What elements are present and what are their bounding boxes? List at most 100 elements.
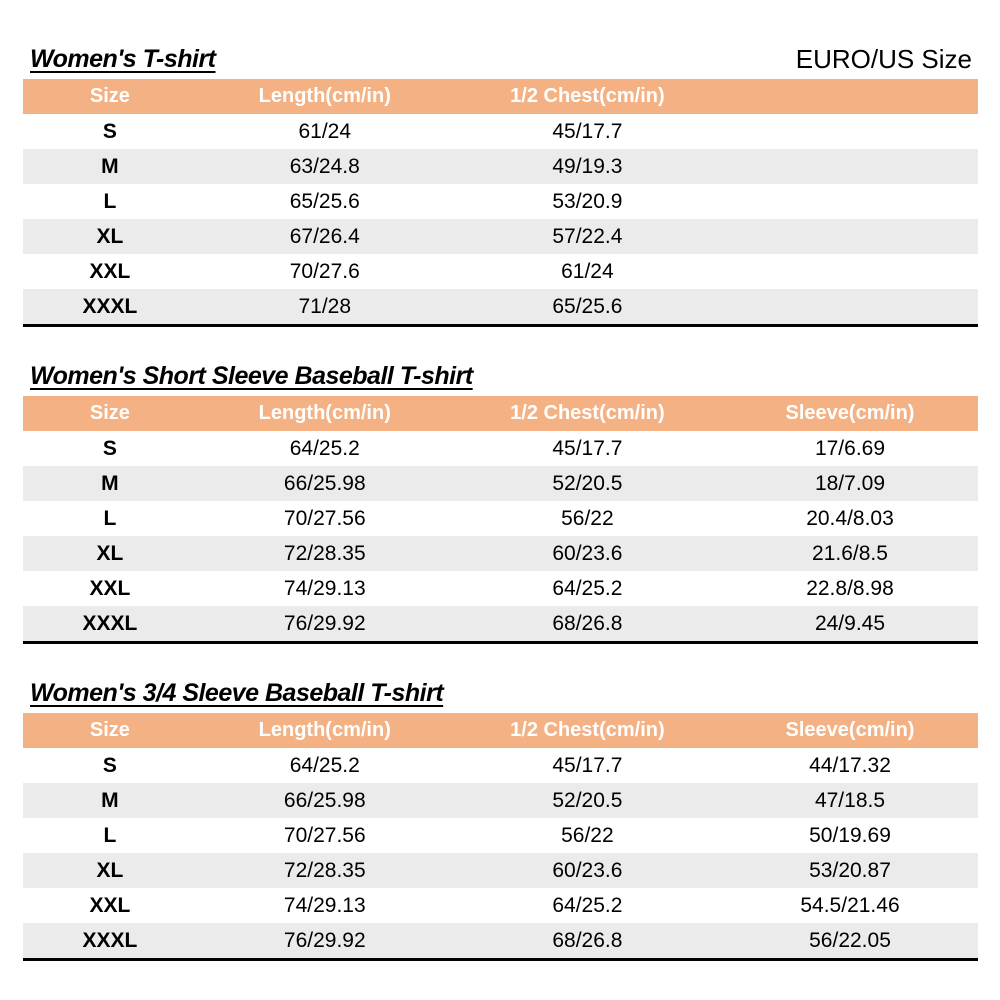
value-cell: 52/20.5 xyxy=(552,788,623,812)
value-cell: 53/20.9 xyxy=(552,189,623,213)
column-header: Size xyxy=(89,719,130,741)
size-table: Size Length(cm/in) 1/2 Chest(cm/in) S 61/24… xyxy=(23,79,978,327)
size-tables-container: Women's T-shirt EURO/US Size Size Length(… xyxy=(23,44,978,961)
value-cell: 18/7.09 xyxy=(814,471,886,495)
value-cell: 70/27.56 xyxy=(283,823,366,847)
column-header: 1/2 Chest(cm/in) xyxy=(510,402,665,424)
value-cell: 70/27.56 xyxy=(283,506,366,530)
value-cell: 50/19.69 xyxy=(809,823,891,847)
value-cell: 76/29.92 xyxy=(283,611,366,635)
value-cell: 66/25.98 xyxy=(283,471,366,495)
table-header-row: Size Length(cm/in) 1/2 Chest(cm/in) xyxy=(23,79,978,114)
size-table-section: Women's Short Sleeve Baseball T-shirt Si… xyxy=(23,361,978,644)
table-row: M 63/24.8 49/19.3 xyxy=(23,149,978,184)
table-title: Women's Short Sleeve Baseball T-shirt xyxy=(30,362,473,390)
table-row: XL 72/28.35 60/23.6 53/20.87 xyxy=(23,853,978,888)
column-header: Sleeve(cm/in) xyxy=(785,402,915,424)
table-body: S 64/25.2 45/17.7 44/17.32 M 66/25.98 52/20.5 4… xyxy=(23,748,978,958)
value-cell: 74/29.13 xyxy=(283,576,366,600)
column-header: Length(cm/in) xyxy=(258,719,391,741)
size-cell: XL xyxy=(96,224,124,248)
size-cell: S xyxy=(102,753,117,777)
value-cell: 54.5/21.46 xyxy=(800,893,900,917)
size-cell: XXL xyxy=(89,259,131,283)
value-cell: 65/25.6 xyxy=(289,189,360,213)
size-table: Size Length(cm/in) 1/2 Chest(cm/in) Sleeve(… xyxy=(23,396,978,644)
size-cell: XL xyxy=(96,541,124,565)
table-row: XXXL 76/29.92 68/26.8 56/22.05 xyxy=(23,923,978,958)
table-row: XXXL 76/29.92 68/26.8 24/9.45 xyxy=(23,606,978,641)
table-row: M 66/25.98 52/20.5 18/7.09 xyxy=(23,466,978,501)
size-cell: S xyxy=(102,119,117,143)
value-cell: 64/25.2 xyxy=(552,576,623,600)
column-header: Size xyxy=(89,85,130,107)
value-cell: 60/23.6 xyxy=(552,541,623,565)
value-cell: 74/29.13 xyxy=(283,893,366,917)
table-row: XXL 74/29.13 64/25.2 54.5/21.46 xyxy=(23,888,978,923)
value-cell: 63/24.8 xyxy=(289,154,360,178)
value-cell: 24/9.45 xyxy=(814,611,886,635)
value-cell: 65/25.6 xyxy=(552,294,623,318)
value-cell: 20.4/8.03 xyxy=(806,506,894,530)
value-cell: 76/29.92 xyxy=(283,928,366,952)
table-body: S 64/25.2 45/17.7 17/6.69 M 66/25.98 52/20.5 18… xyxy=(23,431,978,641)
size-cell: XXL xyxy=(89,576,131,600)
value-cell: 70/27.6 xyxy=(289,259,360,283)
table-row: XXXL 71/28 65/25.6 xyxy=(23,289,978,324)
table-row: XXL 70/27.6 61/24 xyxy=(23,254,978,289)
value-cell: 47/18.5 xyxy=(814,788,886,812)
table-title-row: Women's Short Sleeve Baseball T-shirt xyxy=(23,361,978,391)
table-row: M 66/25.98 52/20.5 47/18.5 xyxy=(23,783,978,818)
size-cell: XXXL xyxy=(82,928,138,952)
value-cell: 52/20.5 xyxy=(552,471,623,495)
value-cell: 56/22 xyxy=(561,506,614,530)
column-header: Sleeve(cm/in) xyxy=(785,719,915,741)
size-system-label: EURO/US Size xyxy=(795,44,972,74)
value-cell: 17/6.69 xyxy=(814,436,886,460)
size-table-section: Women's T-shirt EURO/US Size Size Length(… xyxy=(23,44,978,327)
table-row: XL 72/28.35 60/23.6 21.6/8.5 xyxy=(23,536,978,571)
size-cell: L xyxy=(103,823,117,847)
size-cell: M xyxy=(101,154,119,178)
value-cell: 56/22.05 xyxy=(809,928,891,952)
table-title-row: Women's T-shirt EURO/US Size xyxy=(23,44,978,74)
table-header-row: Size Length(cm/in) 1/2 Chest(cm/in) Sleeve(… xyxy=(23,396,978,431)
value-cell: 67/26.4 xyxy=(289,224,360,248)
value-cell: 68/26.8 xyxy=(552,611,623,635)
table-row: L 70/27.56 56/22 50/19.69 xyxy=(23,818,978,853)
value-cell: 64/25.2 xyxy=(289,753,360,777)
size-cell: L xyxy=(103,189,117,213)
table-row: S 61/24 45/17.7 xyxy=(23,114,978,149)
value-cell: 45/17.7 xyxy=(552,436,623,460)
table-title-row: Women's 3/4 Sleeve Baseball T-shirt xyxy=(23,678,978,708)
table-row: S 64/25.2 45/17.7 17/6.69 xyxy=(23,431,978,466)
column-header: 1/2 Chest(cm/in) xyxy=(510,85,665,107)
size-cell: XXL xyxy=(89,893,131,917)
value-cell: 56/22 xyxy=(561,823,614,847)
value-cell: 71/28 xyxy=(298,294,352,318)
value-cell: 66/25.98 xyxy=(283,788,366,812)
value-cell: 64/25.2 xyxy=(552,893,623,917)
value-cell: 72/28.35 xyxy=(283,541,366,565)
table-row: XXL 74/29.13 64/25.2 22.8/8.98 xyxy=(23,571,978,606)
size-cell: L xyxy=(103,506,117,530)
value-cell: 53/20.87 xyxy=(809,858,891,882)
table-header-row: Size Length(cm/in) 1/2 Chest(cm/in) Sleeve(… xyxy=(23,713,978,748)
column-header: 1/2 Chest(cm/in) xyxy=(510,719,665,741)
value-cell: 22.8/8.98 xyxy=(806,576,894,600)
table-row: L 70/27.56 56/22 20.4/8.03 xyxy=(23,501,978,536)
table-row: L 65/25.6 53/20.9 xyxy=(23,184,978,219)
value-cell: 21.6/8.5 xyxy=(812,541,888,565)
value-cell: 49/19.3 xyxy=(552,154,623,178)
size-table: Size Length(cm/in) 1/2 Chest(cm/in) Sleeve(… xyxy=(23,713,978,961)
value-cell: 72/28.35 xyxy=(283,858,366,882)
table-row: XL 67/26.4 57/22.4 xyxy=(23,219,978,254)
table-body: S 61/24 45/17.7 M 63/24.8 49/19.3 L 65/25.6 53/2… xyxy=(23,114,978,324)
value-cell: 68/26.8 xyxy=(552,928,623,952)
value-cell: 61/24 xyxy=(298,119,352,143)
value-cell: 45/17.7 xyxy=(552,119,623,143)
value-cell: 61/24 xyxy=(561,259,614,283)
value-cell: 44/17.32 xyxy=(809,753,891,777)
size-cell: M xyxy=(101,471,119,495)
size-cell: XXXL xyxy=(82,611,138,635)
